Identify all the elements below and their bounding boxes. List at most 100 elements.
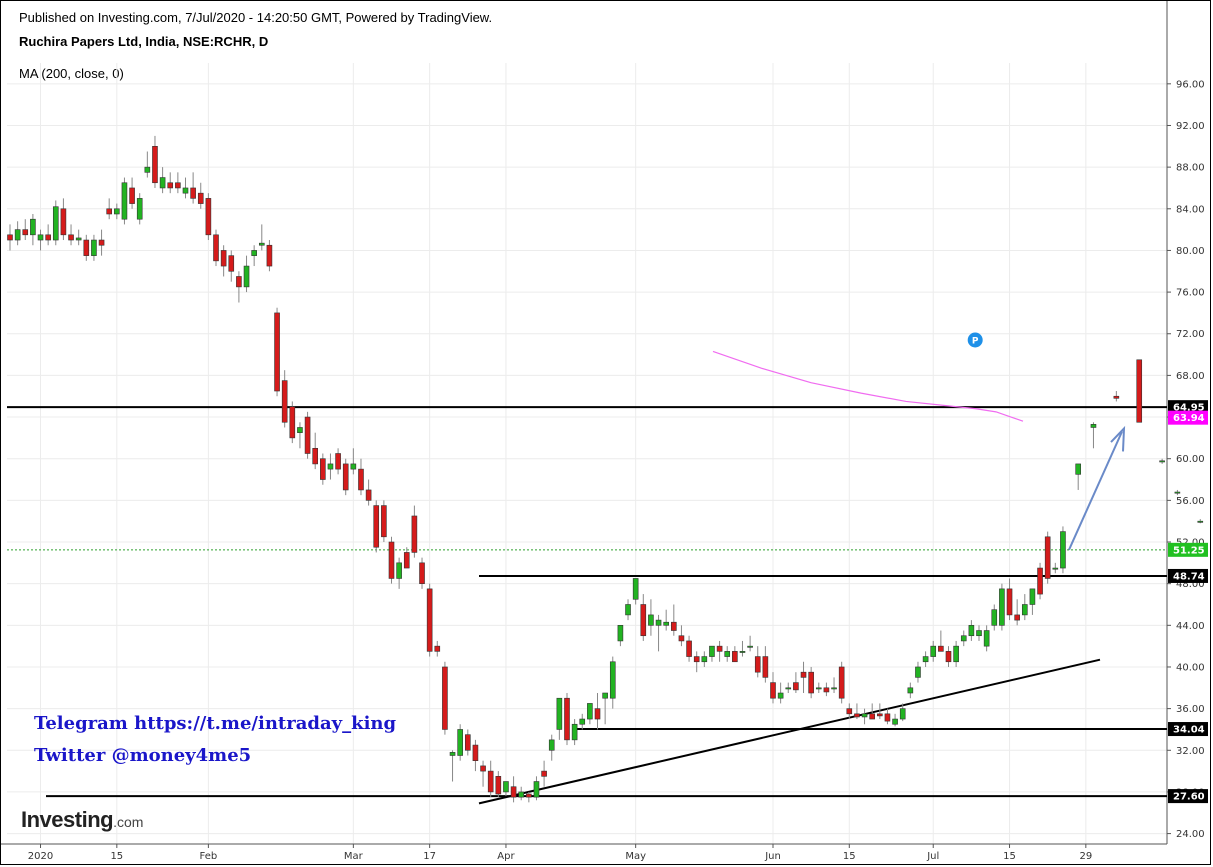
y-tick-label: 56.00 xyxy=(1176,496,1205,507)
ma-price-tag xyxy=(1168,410,1208,425)
candle-body xyxy=(861,713,868,718)
y-tick-label: 24.00 xyxy=(1176,829,1205,840)
candle-body xyxy=(487,770,494,793)
candle-body xyxy=(953,645,959,663)
candle-body xyxy=(320,458,326,480)
candle-body xyxy=(579,718,586,725)
candle-body xyxy=(892,718,898,725)
candle-body xyxy=(1174,491,1181,494)
candle-body xyxy=(289,406,296,439)
candle-body xyxy=(594,708,601,720)
candle-body xyxy=(312,447,319,465)
candle-body xyxy=(7,234,13,241)
candle-body xyxy=(770,682,776,699)
candle-body xyxy=(274,312,280,392)
projection-arrowhead xyxy=(1110,425,1126,452)
candle-body xyxy=(121,182,128,220)
last-price-tag-label: 51.25 xyxy=(1173,545,1205,556)
candle-body xyxy=(159,177,166,189)
candle-body xyxy=(60,208,67,236)
candle-body xyxy=(182,187,189,194)
candle-body xyxy=(91,239,97,256)
y-tick-label: 80.00 xyxy=(1176,246,1205,257)
candle-body xyxy=(503,781,509,793)
candle-body xyxy=(426,588,433,652)
ma-200-line xyxy=(712,350,1024,422)
candle-body xyxy=(587,703,593,720)
candle-body xyxy=(205,198,212,236)
candle-body xyxy=(175,182,181,189)
candle-body xyxy=(571,723,578,741)
candle-body xyxy=(533,781,540,798)
candle-body xyxy=(541,770,547,777)
candle-body xyxy=(45,234,51,241)
candle-body xyxy=(136,198,143,220)
candle-body xyxy=(480,765,486,772)
candle-body xyxy=(1090,424,1097,428)
candle-body xyxy=(83,239,90,256)
candle-body xyxy=(1044,536,1051,579)
candle-body xyxy=(52,206,59,241)
x-tick-label: Jul xyxy=(926,851,939,862)
candle-body xyxy=(968,625,975,637)
candle-body xyxy=(442,666,448,730)
x-tick-label: 15 xyxy=(843,851,856,862)
x-tick-label: Feb xyxy=(200,851,218,862)
candle-body xyxy=(854,713,860,718)
candle-body xyxy=(457,729,463,756)
level-price-tag xyxy=(1168,568,1208,583)
candle-body xyxy=(655,619,662,626)
x-tick-label: May xyxy=(625,851,646,862)
candle-body xyxy=(640,604,647,637)
candle-body xyxy=(991,609,998,626)
candle-body xyxy=(777,692,784,699)
candle-body xyxy=(1037,567,1043,595)
x-tick-label: Apr xyxy=(497,851,515,862)
candle-body xyxy=(884,713,891,722)
candle-body xyxy=(464,734,471,751)
candle-body xyxy=(617,625,624,642)
p-marker-label: P xyxy=(972,336,979,346)
candle-body xyxy=(754,656,761,673)
candle-body xyxy=(1136,359,1143,423)
logo-suffix: .com xyxy=(113,814,144,830)
candle-body xyxy=(808,671,814,694)
candle-body xyxy=(930,645,937,657)
candle-body xyxy=(327,463,334,470)
candle-body xyxy=(1113,395,1120,399)
candle-body xyxy=(724,651,731,657)
candle-body xyxy=(304,416,311,454)
x-tick-label: 2020 xyxy=(28,851,53,862)
y-tick-label: 76.00 xyxy=(1176,288,1205,299)
x-tick-label: 17 xyxy=(423,851,436,862)
y-tick-label: 84.00 xyxy=(1176,204,1205,215)
candle-body xyxy=(434,645,441,652)
candle-body xyxy=(167,182,174,189)
candle-body xyxy=(915,666,921,678)
candle-body xyxy=(548,739,555,751)
y-tick-label: 96.00 xyxy=(1176,79,1205,90)
indicator-label: MA (200, close, 0) xyxy=(19,66,124,81)
candle-body xyxy=(213,234,219,262)
candle-body xyxy=(396,562,402,579)
candle-body xyxy=(1060,531,1066,569)
candle-body xyxy=(495,776,502,795)
candle-body xyxy=(106,208,112,215)
level-price-tag-label: 34.04 xyxy=(1173,725,1205,736)
candle-body xyxy=(976,630,982,637)
candle-body xyxy=(999,588,1005,626)
level-price-tag-label: 27.60 xyxy=(1173,792,1205,803)
candle-body xyxy=(815,687,822,690)
candle-body xyxy=(625,604,631,616)
candle-body xyxy=(518,791,525,798)
y-tick-label: 72.00 xyxy=(1176,329,1205,340)
candle-body xyxy=(75,237,82,241)
level-price-tag-label: 64.95 xyxy=(1173,403,1205,414)
candle-body xyxy=(365,489,372,501)
candle-body xyxy=(243,265,250,288)
symbol-title: Ruchira Papers Ltd, India, NSE:RCHR, D xyxy=(19,34,269,49)
y-tick-label: 68.00 xyxy=(1176,371,1205,382)
candle-body xyxy=(449,752,456,756)
